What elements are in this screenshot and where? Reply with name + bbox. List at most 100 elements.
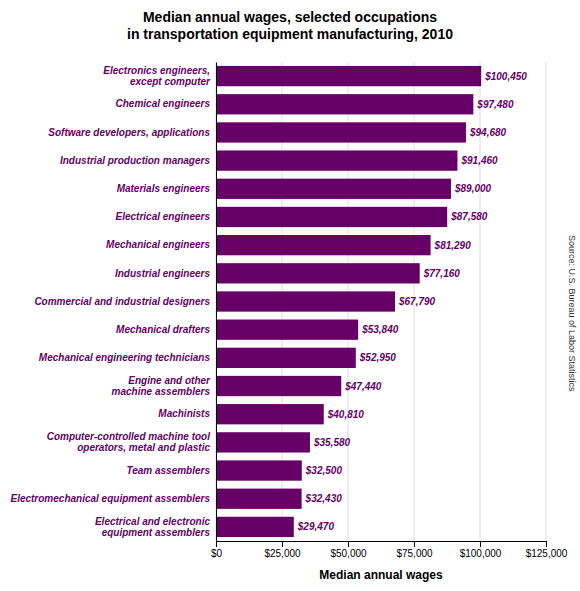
y-tick: Engine and othermachine assemblers: [112, 375, 216, 397]
x-tick-label: $50,000: [330, 548, 367, 559]
bar: [216, 489, 302, 509]
bar: [216, 404, 324, 424]
data-label: $32,430: [305, 493, 343, 504]
y-tick: Electrical engineers: [116, 211, 217, 222]
title: Median annual wages, selected occupation…: [127, 9, 453, 42]
data-label: $47,440: [344, 381, 382, 392]
data-label: $32,500: [305, 465, 343, 476]
bar: [216, 291, 395, 311]
bar: [216, 235, 431, 255]
y-tick: Commercial and industrial designers: [34, 296, 216, 307]
plot: $0 $25,000 $50,000 $75,000 $100,000 $125,000 E…: [10, 62, 567, 559]
y-tick: Materials engineers: [117, 183, 216, 194]
data-label: $87,580: [450, 211, 488, 222]
bar: [216, 376, 341, 396]
grid-line: [216, 62, 217, 541]
y-tick-label: Electrical engineers: [116, 211, 211, 222]
y-tick-label: Chemical engineers: [116, 98, 211, 109]
chart-svg: $0 $25,000 $50,000 $75,000 $100,000 $125,000 E…: [0, 0, 580, 591]
data-label: $40,810: [327, 409, 365, 420]
bars: [216, 66, 481, 537]
chart-container: $0 $25,000 $50,000 $75,000 $100,000 $125,000 E…: [0, 0, 580, 591]
bar: [216, 122, 466, 142]
x-tick-mark: [480, 541, 481, 547]
x-tick-mark: [414, 541, 415, 547]
bar: [216, 207, 447, 227]
bar: [216, 348, 356, 368]
x-tick-label: $75,000: [396, 548, 433, 559]
annotation: Source: U.S. Bureau of Labor Statistics: [567, 235, 577, 392]
y-tick: Machinists: [158, 408, 216, 419]
bar: [216, 517, 294, 537]
x-axis-label: Median annual wages: [319, 568, 443, 582]
y-tick-label: Machinists: [158, 408, 210, 419]
x-tick-label: $0: [211, 548, 223, 559]
y-tick: Mechanical engineers: [106, 239, 216, 250]
bar: [216, 66, 481, 86]
y-tick-label: Software developers, applications: [48, 127, 210, 138]
bar: [216, 94, 473, 114]
x-tick-label: $25,000: [264, 548, 301, 559]
y-tick: Team assemblers: [126, 465, 216, 476]
y-tick-label: Electrical and electronicequipment assem…: [95, 516, 211, 538]
grid: [216, 62, 546, 541]
y-tick-label: Mechanical engineers: [106, 239, 210, 250]
data-label: $91,460: [460, 155, 498, 166]
y-tick-label: Electronics engineers,except computer: [103, 65, 211, 87]
x-axis-line: [217, 542, 547, 548]
x-tick: $0: [211, 541, 223, 559]
y-tick-label: Electromechanical equipment assemblers: [10, 493, 210, 504]
y-tick: Industrial production managers: [60, 155, 216, 166]
data-label: $53,840: [361, 324, 399, 335]
y-tick: Electromechanical equipment assemblers: [10, 493, 216, 504]
data-label: $35,580: [313, 437, 351, 448]
y-tick: Software developers, applications: [48, 127, 216, 138]
bar: [216, 432, 310, 452]
x-tick-label: $100,000: [460, 548, 502, 559]
y-tick: Chemical engineers: [116, 98, 216, 109]
data-label: $67,790: [398, 296, 436, 307]
y-tick: Mechanical engineering technicians: [39, 352, 216, 363]
y-tick: Electronics engineers,except computer: [103, 65, 216, 87]
x-tick-mark: [348, 541, 349, 547]
data-label: $81,290: [434, 240, 472, 251]
x-tick-label: $125,000: [526, 548, 568, 559]
bar: [216, 320, 358, 340]
y-tick: Computer-controlled machine tooloperator…: [47, 431, 216, 453]
y-tick-label: Materials engineers: [117, 183, 211, 194]
bar: [216, 263, 420, 283]
data-label: $77,160: [423, 268, 461, 279]
y-tick: Electrical and electronicequipment assem…: [95, 516, 216, 538]
data-label: $97,480: [476, 99, 514, 110]
data-label: $94,680: [469, 127, 507, 138]
x-tick-mark: [216, 541, 217, 547]
grid-line: [546, 62, 547, 541]
x-tick-mark: [282, 541, 283, 547]
data-label: $52,950: [359, 352, 397, 363]
x-tick: $100,000: [460, 541, 502, 559]
y-tick-label: Industrial production managers: [60, 155, 210, 166]
data-labels: $100,450 $97,480 $94,680 $91,460 $89,000 $87,…: [297, 71, 528, 533]
data-label: $29,470: [297, 521, 335, 532]
y-tick-label: Industrial engineers: [115, 268, 210, 279]
y-tick-label: Mechanical engineering technicians: [39, 352, 211, 363]
x-tick: $75,000: [396, 541, 433, 559]
bar: [216, 460, 302, 480]
y-tick-label: Team assemblers: [126, 465, 210, 476]
bar: [216, 150, 457, 170]
x-tick: $50,000: [330, 541, 367, 559]
x-tick: $125,000: [526, 541, 568, 559]
data-label: $100,450: [484, 71, 527, 82]
y-tick-label: Commercial and industrial designers: [34, 296, 210, 307]
x-axis: $0 $25,000 $50,000 $75,000 $100,000 $125,000: [211, 541, 568, 559]
y-tick-label: Mechanical drafters: [116, 324, 210, 335]
y-tick: Industrial engineers: [115, 268, 216, 279]
x-tick-mark: [546, 541, 547, 547]
y-axis: Electronics engineers,except computer Che…: [10, 63, 216, 542]
y-tick: Mechanical drafters: [116, 324, 216, 335]
y-axis-line: [216, 63, 217, 542]
data-label: $89,000: [454, 183, 492, 194]
y-tick-label: Engine and othermachine assemblers: [112, 375, 211, 397]
x-tick: $25,000: [264, 541, 301, 559]
y-tick-label: Computer-controlled machine tooloperator…: [47, 431, 211, 453]
